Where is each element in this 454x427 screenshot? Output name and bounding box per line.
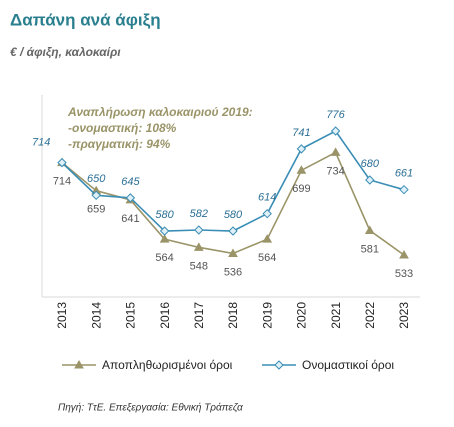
data-point [399,249,409,259]
legend-label: Αποπληθωρισμένοι όροι [102,358,233,372]
data-label: 580 [155,209,174,221]
legend-label: Ονομαστικοί όροι [302,358,394,372]
data-label: 533 [395,268,413,280]
chart-subtitle: € / άφιξη, καλοκαίρι [10,45,121,59]
legend-marker [274,360,284,370]
data-label: 650 [87,173,106,185]
data-label: 776 [326,109,345,121]
data-point [194,225,204,235]
data-point [91,190,101,201]
data-point [193,242,204,251]
data-label: 548 [190,260,208,272]
annotation: Αναπλήρωση καλοκαιριού 2019: [67,105,253,119]
data-label: 699 [292,183,310,195]
data-point [399,184,409,195]
data-point [125,193,136,203]
data-label: 661 [395,168,413,180]
chart-title: Δαπάνη ανά άφιξη [10,10,161,29]
x-tick-label: 2016 [158,302,172,329]
data-label: 581 [361,243,379,255]
x-tick-label: 2019 [260,302,274,329]
data-point [330,126,341,136]
x-tick-label: 2017 [192,302,206,329]
x-tick-label: 2021 [329,302,343,329]
data-point [330,147,341,156]
data-label: 564 [258,252,276,264]
annotation: -ονομαστική: 108% [68,121,177,135]
x-tick-label: 2014 [89,302,103,329]
data-label: 680 [361,158,380,170]
data-point [296,165,307,174]
data-label: 645 [121,176,140,188]
series-line [61,151,405,256]
data-point [262,208,272,219]
data-label: 641 [121,213,139,225]
source-note: Πηγή: ΤτΕ. Επεξεργασία: Εθνική Τράπεζα [58,402,243,414]
data-point [296,144,307,154]
x-tick-label: 2018 [226,302,240,329]
data-label: 714 [32,137,50,149]
data-label: 741 [292,127,310,139]
data-point [365,175,375,185]
data-label: 582 [190,208,208,220]
data-label: 659 [87,204,105,216]
data-point [159,226,170,236]
data-point [57,157,67,168]
x-tick-label: 2015 [124,302,138,329]
data-label: 734 [326,165,344,177]
legend-marker [74,359,84,369]
x-tick-label: 2020 [295,302,309,329]
data-point [364,225,375,235]
data-label: 536 [224,266,242,278]
x-tick-label: 2022 [363,302,377,329]
data-point [159,234,170,243]
data-point [228,248,238,257]
annotation: -πραγματική: 94% [68,137,171,151]
data-label: 580 [224,209,243,221]
data-label: 714 [53,176,71,188]
data-point [228,226,238,236]
x-tick-label: 2023 [397,302,411,329]
data-label: 564 [155,252,173,264]
x-tick-label: 2013 [55,302,69,329]
data-label: 614 [258,192,276,204]
data-point [262,234,273,243]
